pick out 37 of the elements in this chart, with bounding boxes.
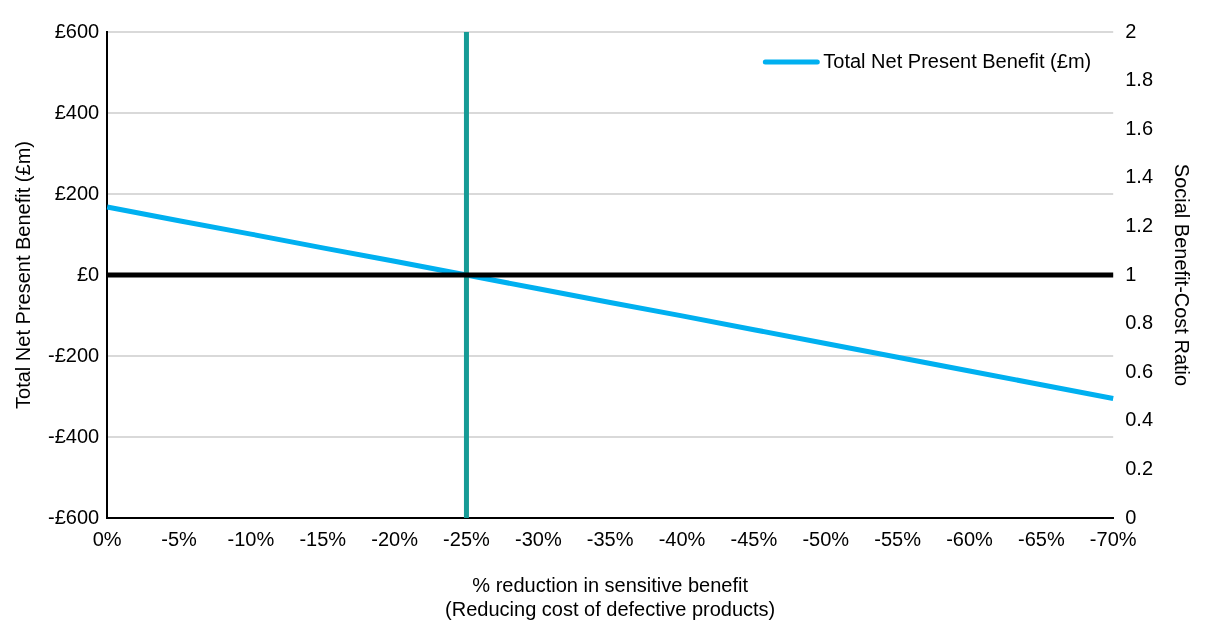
y-tick-label: £0 (76, 262, 100, 285)
x-tick-label: -5% (161, 527, 198, 550)
y2-tick-label: 0.2 (1125, 456, 1154, 479)
x-tick-label: -60% (946, 527, 994, 550)
x-axis-title: % reduction in sensitive benefit (Reducing cost of defective products) (445, 573, 776, 620)
x-tick-label: -50% (802, 527, 850, 550)
y2-axis-title: Social Benefit-Cost Ratio (1171, 163, 1194, 387)
y2-tick-label: 0.8 (1125, 311, 1154, 334)
x-tick-label: -25% (443, 527, 491, 550)
y2-tick-label: 1.8 (1125, 68, 1154, 91)
x-tick-label: -20% (371, 527, 419, 550)
y-tick-label: -£400 (48, 424, 100, 447)
x-tick-label: -10% (227, 527, 275, 550)
x-tick-label: -15% (299, 527, 347, 550)
y2-tick-label: 1.4 (1125, 165, 1154, 188)
x-tick-label: -45% (730, 527, 778, 550)
y2-tick-label: 0 (1125, 505, 1137, 528)
y-tick-label: £400 (54, 100, 100, 123)
x-tick-label: -55% (874, 527, 922, 550)
y2-tick-label: 1 (1125, 262, 1137, 285)
x-tick-label: -65% (1017, 527, 1065, 550)
x-tick-label: 0% (92, 527, 122, 550)
x-tick-label: -35% (586, 527, 634, 550)
y-tick-label: £200 (54, 181, 100, 204)
y2-tick-label: 2 (1125, 19, 1137, 42)
y2-tick-label: 0.4 (1125, 408, 1154, 431)
y-tick-label: £600 (54, 19, 100, 42)
y2-tick-label: 0.6 (1125, 359, 1154, 382)
x-tick-label: -40% (658, 527, 706, 550)
y-tick-label: -£600 (48, 505, 100, 528)
y2-tick-label: 1.2 (1125, 213, 1154, 236)
legend-label: Total Net Present Benefit (£m) (823, 49, 1092, 72)
x-tick-label: -70% (1089, 527, 1137, 550)
x-tick-label: -30% (514, 527, 562, 550)
y2-tick-label: 1.6 (1125, 116, 1154, 139)
y-tick-label: -£200 (48, 343, 100, 366)
y-axis-title: Total Net Present Benefit (£m) (11, 141, 34, 409)
